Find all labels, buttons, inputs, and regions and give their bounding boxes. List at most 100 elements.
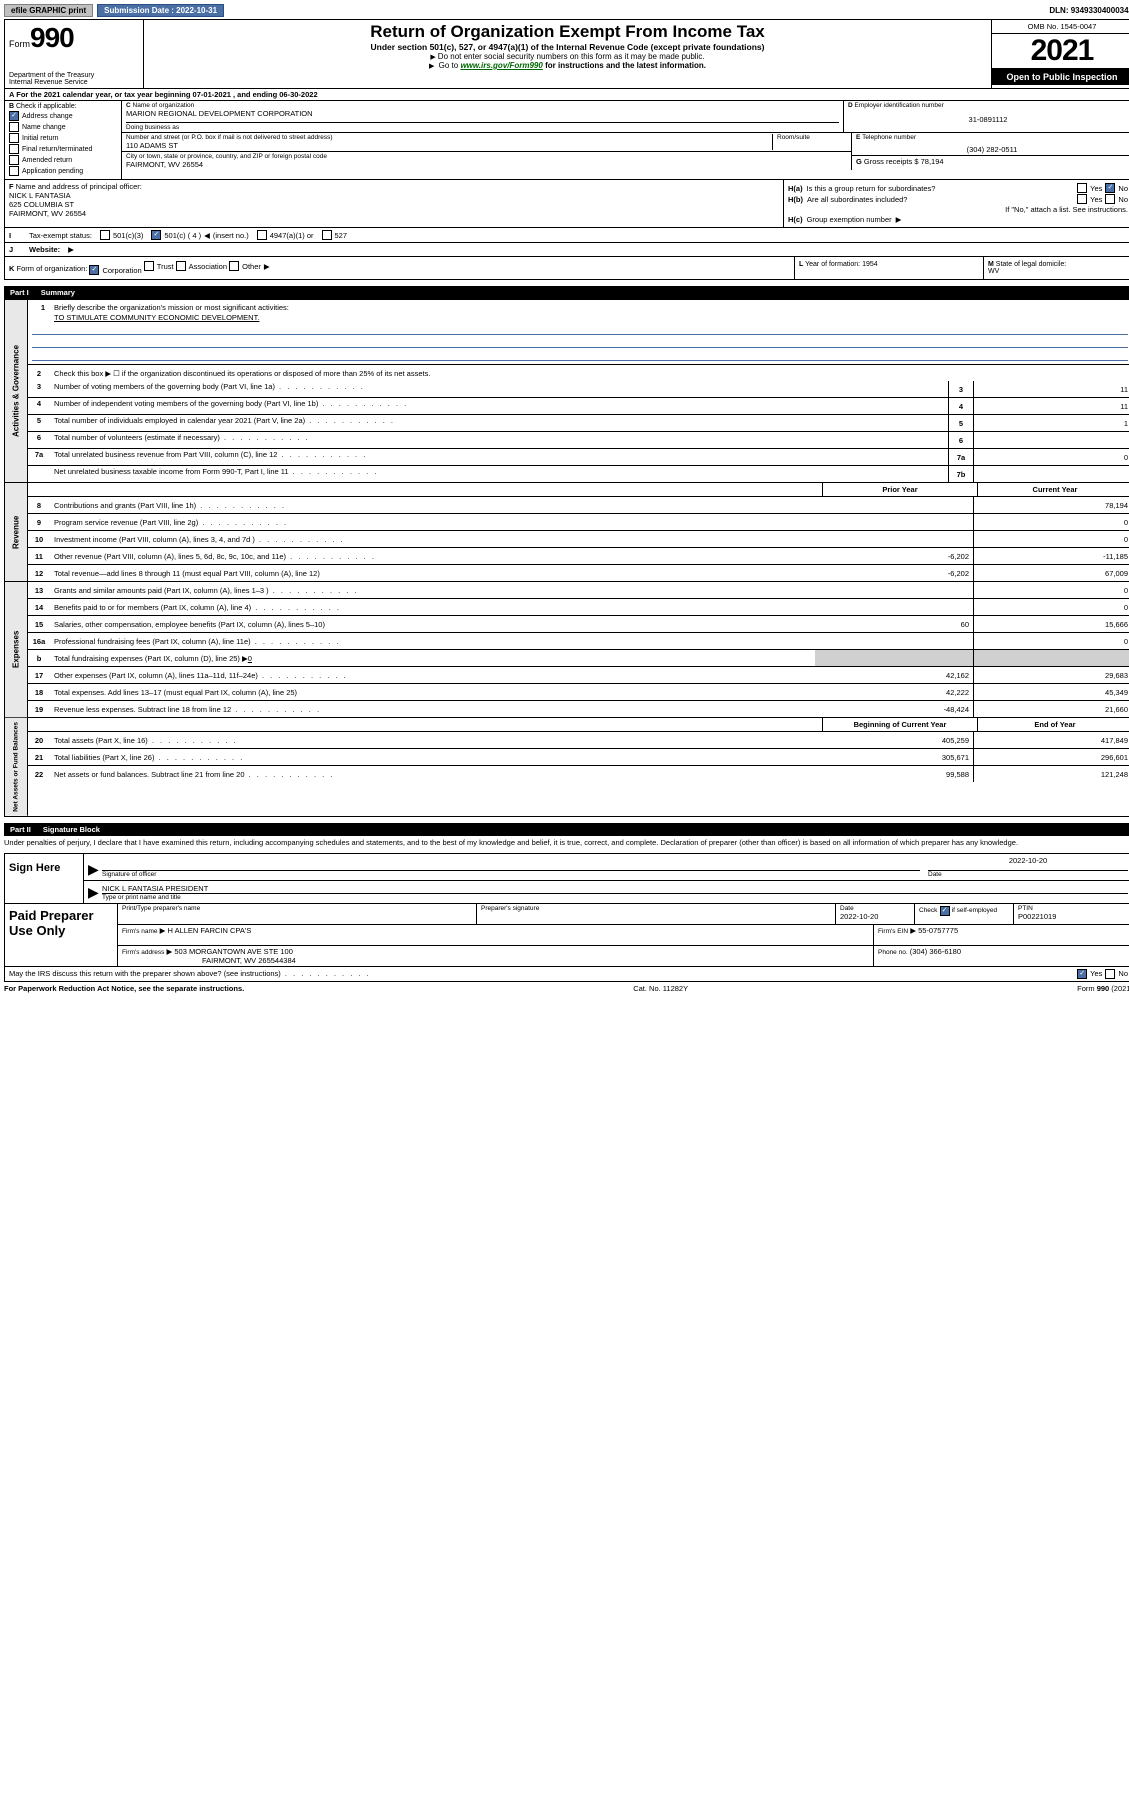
cb-501c[interactable]: ✓ [151,230,161,240]
section-cde: C Name of organization MARION REGIONAL D… [122,101,1129,179]
efile-button[interactable]: efile GRAPHIC print [4,4,93,17]
form-org-label: Form of organization: [17,264,88,273]
begin-year-header: Beginning of Current Year [822,718,977,731]
attach-note: If "No," attach a list. See instructions… [1005,205,1128,214]
check-if-label: Check if applicable: [16,103,77,110]
cb-4947[interactable] [257,230,267,240]
cb-corp[interactable]: ✓ [89,265,99,275]
open-inspection: Open to Public Inspection [992,69,1129,85]
b21: 305,671 [815,749,974,765]
hb-label: Are all subordinates included? [807,195,907,204]
tax-year-range: For the 2021 calendar year, or tax year … [16,90,317,99]
cb-application-pending[interactable] [9,166,19,176]
cb-trust[interactable] [144,261,154,271]
firm-ein: 55-0757775 [918,926,958,935]
e21: 296,601 [974,749,1129,765]
yes-label: Yes [1090,184,1102,193]
cb-527[interactable] [322,230,332,240]
line-2: Check this box ▶ ☐ if the organization d… [50,368,1129,379]
ptin-value: P00221019 [1018,912,1128,921]
ptin-label: PTIN [1018,905,1128,912]
line-20: Total assets (Part X, line 16) [50,735,815,746]
instruction-ssn: Do not enter social security numbers on … [152,52,983,61]
print-name-label: Print/Type preparer's name [122,905,472,912]
part-1-header: Part I Summary [4,286,1129,299]
discuss-no[interactable] [1105,969,1115,979]
b22: 99,588 [815,766,974,782]
irs-link[interactable]: www.irs.gov/Form990 [460,61,542,70]
cb-501c3[interactable] [100,230,110,240]
p17: 42,162 [815,667,974,683]
c17: 29,683 [974,667,1129,683]
sig-officer-label: Signature of officer [102,871,920,878]
current-year-header: Current Year [977,483,1129,496]
no-label-2: No [1118,195,1128,204]
vert-gov: Activities & Governance [5,300,28,482]
section-b: B Check if applicable: ✓Address change N… [5,101,122,179]
c11: -11,185 [974,548,1129,564]
top-bar: efile GRAPHIC print Submission Date : 20… [4,4,1129,17]
year-formation-label: Year of formation: [805,261,860,268]
section-l: L Year of formation: 1954 [795,257,984,279]
line-13: Grants and similar amounts paid (Part IX… [50,585,815,596]
ha-yes[interactable] [1077,183,1087,193]
line-7a: Total unrelated business revenue from Pa… [50,449,948,465]
ein-value: 31-0891112 [848,115,1128,124]
p8 [815,497,974,513]
c8: 78,194 [974,497,1129,513]
prep-sig-label: Preparer's signature [481,905,831,912]
cb-name-change[interactable] [9,122,19,132]
p16b-shaded [815,650,974,666]
irs-label: Internal Revenue Service [9,79,139,86]
vert-exp: Expenses [5,582,28,717]
check-label: Check [919,907,937,914]
firm-name-label: Firm's name [122,928,158,935]
cb-assoc[interactable] [176,261,186,271]
opt-501c: 501(c) ( 4 ) [164,231,201,240]
submission-date-button[interactable]: Submission Date : 2022-10-31 [97,4,224,17]
form-number: 990 [30,22,74,53]
val-3: 11 [974,381,1129,397]
initial-return-label: Initial return [22,135,59,142]
prep-date: 2022-10-20 [840,912,910,921]
domicile-label: State of legal domicile: [996,261,1066,268]
hb-no[interactable] [1105,194,1115,204]
cb-final-return[interactable] [9,144,19,154]
discuss-yes[interactable]: ✓ [1077,969,1087,979]
line-15: Salaries, other compensation, employee b… [50,619,815,630]
line-5: Total number of individuals employed in … [50,415,948,431]
opt-corp: Corporation [102,266,141,275]
ha-no[interactable]: ✓ [1105,183,1115,193]
tel-label: Telephone number [862,134,916,141]
domicile-value: WV [988,268,999,275]
yes-label-2: Yes [1090,195,1102,204]
line-3: Number of voting members of the governin… [50,381,948,397]
line-19: Revenue less expenses. Subtract line 18 … [50,704,815,715]
year-formation: 1954 [862,261,878,268]
paid-preparer-label: Paid Preparer Use Only [5,904,117,966]
opt-527: 527 [335,231,348,240]
section-h: H(a) Is this a group return for subordin… [784,180,1129,227]
cb-amended[interactable] [9,155,19,165]
hc-label: Group exemption number [807,215,892,224]
cb-self-employed[interactable]: ✓ [940,906,950,916]
section-k: K Form of organization: ✓Corporation Tru… [5,257,795,279]
org-name-label: Name of organization [133,102,195,109]
cb-other[interactable] [229,261,239,271]
cb-address-change[interactable]: ✓ [9,111,19,121]
p9 [815,514,974,530]
c16a: 0 [974,633,1129,649]
header-center: Return of Organization Exempt From Incom… [144,20,991,88]
cb-initial-return[interactable] [9,133,19,143]
revenue-section: Revenue Prior Year Current Year 8Contrib… [4,483,1129,582]
sig-date: 2022-10-20 [928,856,1128,871]
mission-text: TO STIMULATE COMMUNITY ECONOMIC DEVELOPM… [54,313,1128,322]
final-return-label: Final return/terminated [22,146,92,153]
footer-right: Form 990 (2021) [1077,984,1129,993]
sig-arrow-icon-2: ▶ [88,884,102,901]
hb-yes[interactable] [1077,194,1087,204]
prior-year-header: Prior Year [822,483,977,496]
paid-preparer-block: Paid Preparer Use Only Print/Type prepar… [4,904,1129,967]
footer: For Paperwork Reduction Act Notice, see … [4,982,1129,995]
street-label: Number and street (or P.O. box if mail i… [126,134,772,141]
